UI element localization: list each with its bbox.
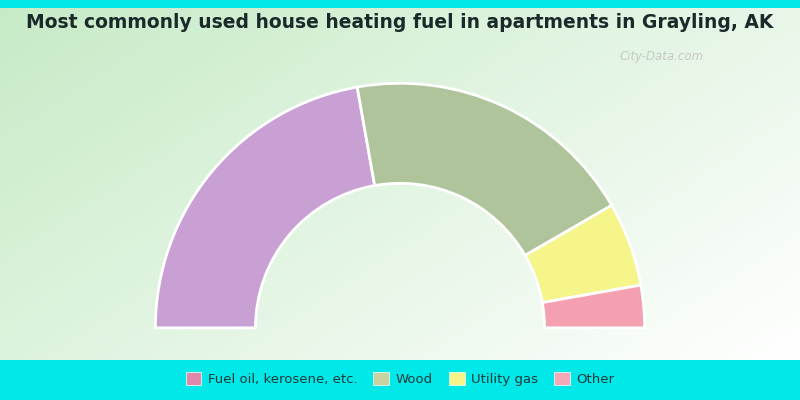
Text: City-Data.com: City-Data.com <box>620 50 704 63</box>
Wedge shape <box>155 87 374 328</box>
Wedge shape <box>525 205 641 302</box>
Legend: Fuel oil, kerosene, etc., Wood, Utility gas, Other: Fuel oil, kerosene, etc., Wood, Utility … <box>180 367 620 392</box>
Wedge shape <box>542 285 645 328</box>
Text: Most commonly used house heating fuel in apartments in Grayling, AK: Most commonly used house heating fuel in… <box>26 13 774 32</box>
Wedge shape <box>357 83 612 256</box>
